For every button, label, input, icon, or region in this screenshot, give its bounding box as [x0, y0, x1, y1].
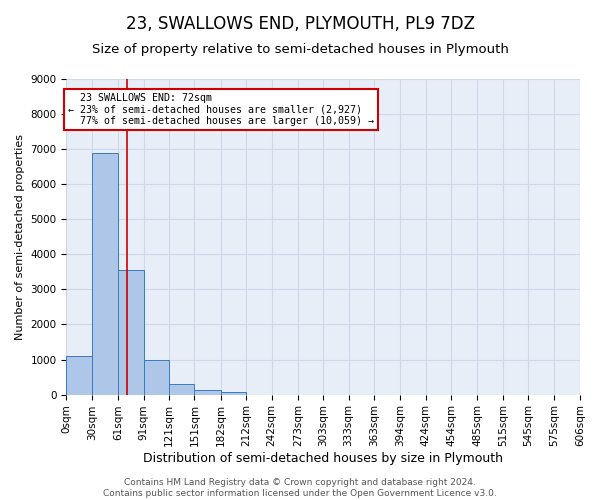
Text: Size of property relative to semi-detached houses in Plymouth: Size of property relative to semi-detach… [92, 42, 508, 56]
Text: 23 SWALLOWS END: 72sqm
← 23% of semi-detached houses are smaller (2,927)
  77% o: 23 SWALLOWS END: 72sqm ← 23% of semi-det… [68, 93, 374, 126]
Bar [194, 390, 221, 394]
Y-axis label: Number of semi-detached properties: Number of semi-detached properties [15, 134, 25, 340]
Bar [221, 392, 246, 394]
X-axis label: Distribution of semi-detached houses by size in Plymouth: Distribution of semi-detached houses by … [143, 452, 503, 465]
Bar [169, 384, 194, 394]
Bar [118, 270, 143, 394]
Text: Contains HM Land Registry data © Crown copyright and database right 2024.
Contai: Contains HM Land Registry data © Crown c… [103, 478, 497, 498]
Bar [92, 152, 118, 394]
Bar [143, 360, 169, 394]
Text: 23, SWALLOWS END, PLYMOUTH, PL9 7DZ: 23, SWALLOWS END, PLYMOUTH, PL9 7DZ [125, 15, 475, 33]
Bar [67, 356, 92, 395]
